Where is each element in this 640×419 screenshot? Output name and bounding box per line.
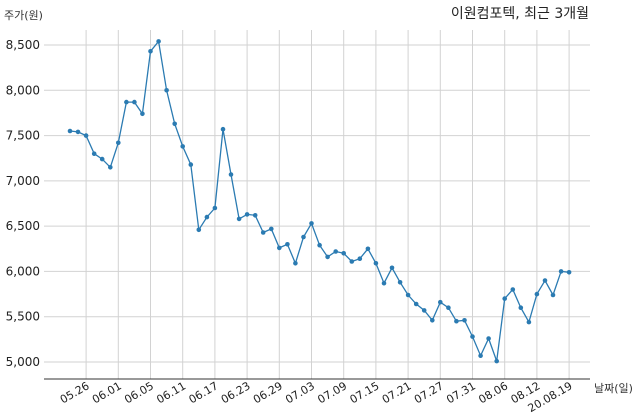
data-point — [140, 111, 145, 117]
data-point — [260, 230, 266, 235]
data-point — [478, 353, 483, 359]
data-point — [397, 280, 403, 285]
data-point — [550, 292, 556, 298]
data-point — [188, 162, 194, 167]
data-point — [494, 358, 500, 364]
data-point — [204, 214, 210, 220]
data-point — [462, 318, 467, 323]
data-point — [99, 156, 105, 162]
data-point — [156, 39, 161, 44]
data-point — [67, 128, 73, 134]
data-point — [566, 270, 572, 275]
data-point — [325, 254, 330, 260]
y-tick-label: 7,500 — [6, 129, 40, 143]
x-tick-label: 06.05 — [122, 379, 156, 406]
y-tick-label: 8,000 — [6, 83, 40, 97]
data-point — [164, 88, 169, 93]
data-point — [75, 129, 81, 135]
x-tick-label: 07.27 — [412, 379, 446, 406]
x-tick-label: 06.17 — [187, 379, 221, 406]
data-point — [430, 318, 435, 323]
y-axis-label: 주가(원) — [4, 9, 43, 22]
data-point — [301, 234, 306, 240]
data-point — [486, 336, 491, 341]
data-point — [438, 299, 443, 305]
data-point — [148, 49, 153, 54]
grid — [44, 30, 590, 379]
data-point — [317, 242, 322, 248]
x-axis-label: 날짜(일) — [594, 381, 633, 395]
data-point — [277, 245, 282, 251]
data-point — [518, 305, 524, 311]
data-point — [180, 144, 185, 149]
data-point — [116, 140, 121, 146]
data-point — [293, 261, 298, 266]
data-point — [421, 308, 427, 313]
data-point — [108, 165, 113, 170]
x-tick-label: 07.31 — [444, 379, 478, 406]
x-tick-label: 05.26 — [58, 379, 92, 406]
data-point — [132, 99, 137, 105]
x-tick-label: 07.09 — [315, 379, 349, 406]
data-point — [454, 318, 459, 324]
data-point — [373, 261, 379, 266]
data-points — [67, 39, 572, 364]
x-tick-label: 06.01 — [90, 379, 124, 406]
data-point — [228, 172, 234, 177]
data-point — [446, 305, 451, 311]
data-point — [220, 126, 226, 132]
data-point — [542, 278, 548, 283]
data-point — [212, 205, 218, 211]
y-tick-label: 6,000 — [6, 264, 40, 278]
data-point — [341, 251, 347, 256]
data-point — [196, 227, 202, 233]
data-point — [124, 99, 129, 105]
data-point — [558, 269, 564, 274]
data-point — [349, 259, 355, 264]
data-point — [526, 319, 532, 325]
data-point — [413, 301, 419, 307]
data-point — [83, 133, 89, 138]
y-tick-label: 5,000 — [6, 355, 40, 369]
data-point — [381, 280, 387, 286]
x-tick-label: 07.21 — [380, 379, 414, 406]
x-tick-label: 06.29 — [251, 379, 285, 406]
price-line — [69, 39, 570, 362]
data-point — [405, 292, 411, 298]
y-axis: 5,000 5,500 6,000 6,500 7,000 7,500 8,000 8,500 — [6, 38, 40, 369]
data-point — [285, 242, 290, 247]
data-point — [357, 256, 363, 262]
x-tick-label: 07.03 — [283, 379, 317, 406]
data-point — [91, 151, 97, 156]
data-point — [269, 226, 274, 232]
data-point — [365, 246, 371, 252]
y-tick-label: 8,500 — [6, 38, 40, 52]
y-tick-label: 6,500 — [6, 219, 40, 233]
data-point — [244, 212, 250, 217]
data-point — [534, 291, 540, 297]
x-axis: 05.2606.0106.0506.1106.1706.2306.2907.03… — [58, 379, 575, 415]
data-point — [502, 296, 508, 301]
data-point — [172, 121, 177, 127]
chart-title: 이원컴포텍, 최근 3개월 — [451, 6, 589, 22]
data-point — [252, 213, 258, 218]
x-tick-label: 07.15 — [348, 379, 382, 406]
data-point — [333, 249, 339, 254]
x-tick-label: 06.23 — [219, 379, 253, 406]
data-point — [389, 265, 395, 271]
x-tick-label: 06.11 — [154, 379, 188, 406]
x-tick-label: 08.06 — [476, 379, 510, 406]
y-tick-label: 5,500 — [6, 310, 40, 324]
data-point — [309, 221, 314, 226]
data-point — [236, 216, 242, 222]
y-tick-label: 7,000 — [6, 174, 40, 188]
data-point — [470, 334, 475, 339]
data-point — [510, 287, 516, 292]
